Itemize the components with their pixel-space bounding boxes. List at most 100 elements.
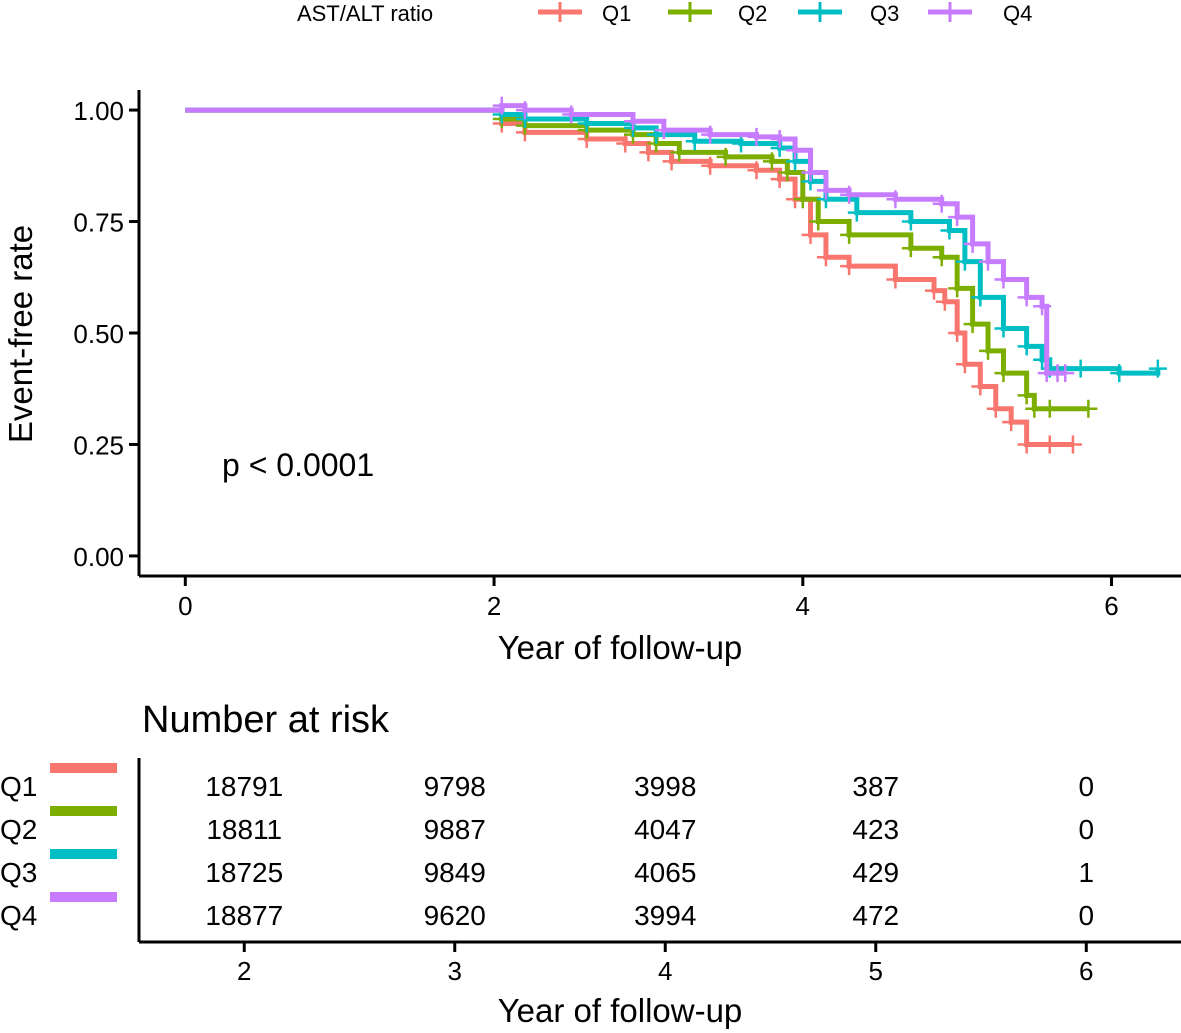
censor-mark	[654, 121, 673, 140]
censor-mark	[816, 181, 835, 200]
risk-row-q2: 18811 9887 4047 423 0	[206, 814, 1094, 845]
survival-curve-q1	[185, 107, 1073, 447]
censor-mark	[940, 221, 959, 240]
censor-mark	[492, 96, 511, 115]
y-tick-label: 0.75	[73, 208, 124, 238]
censor-mark	[639, 143, 658, 162]
censor-marks-q2	[492, 109, 1098, 418]
risk-group-label-q2: Q2	[0, 806, 117, 845]
censor-mark	[747, 161, 766, 180]
censor-mark	[1033, 297, 1052, 316]
censor-mark	[647, 125, 666, 144]
risk-x-tick-label: 4	[658, 956, 672, 986]
censor-mark	[562, 105, 581, 124]
censor-mark	[670, 143, 689, 162]
censor-mark	[901, 212, 920, 231]
censor-mark	[994, 270, 1013, 289]
risk-x-tick-label: 2	[237, 956, 251, 986]
survival-plot: 0.00 0.25 0.50 0.75 1.00 0 2 4 6 Event-free rat…	[2, 90, 1181, 666]
risk-table-x-ticks: 2 3 4 5 6	[237, 942, 1094, 986]
censor-mark	[809, 212, 828, 231]
risk-cell: 0	[1078, 771, 1094, 802]
censor-mark	[801, 225, 820, 244]
risk-cell: 1	[1078, 857, 1094, 888]
censor-mark	[986, 399, 1005, 418]
risk-cell: 387	[852, 771, 899, 802]
censor-mark	[948, 279, 967, 298]
risk-x-tick-label: 6	[1079, 956, 1093, 986]
censor-mark	[955, 252, 974, 271]
censor-mark	[770, 130, 789, 149]
x-tick-label: 2	[487, 591, 501, 621]
x-axis-ticks: 0 2 4 6	[178, 576, 1119, 621]
censor-mark	[747, 127, 766, 146]
risk-cell: 18811	[206, 814, 282, 845]
censor-mark	[662, 152, 681, 171]
y-axis-ticks: 0.00 0.25 0.50 0.75 1.00	[73, 96, 139, 572]
legend-item-q1: Q1	[538, 1, 631, 26]
y-axis-title: Event-free rate	[2, 225, 39, 443]
risk-cell: 3998	[634, 771, 696, 802]
risk-group-label-q4: Q4	[0, 892, 117, 931]
censor-mark	[971, 288, 990, 307]
y-tick-label: 0.25	[73, 430, 124, 460]
censor-mark	[963, 315, 982, 334]
censor-mark	[1110, 364, 1129, 383]
censor-mark	[577, 114, 596, 133]
risk-cell: 429	[852, 857, 899, 888]
censor-mark	[979, 252, 998, 271]
censor-mark	[925, 281, 944, 300]
series-q2	[185, 107, 1098, 418]
censor-mark	[1002, 413, 1021, 432]
risk-cell: 9620	[424, 900, 486, 931]
y-tick-label: 0.50	[73, 319, 124, 349]
risk-cell: 18725	[205, 857, 283, 888]
censor-mark	[1063, 435, 1082, 454]
risk-cell: 0	[1078, 814, 1094, 845]
risk-row-q3: 18725 9849 4065 429 1	[205, 857, 1094, 888]
censor-mark	[1017, 288, 1036, 307]
legend-item-q3: Q3	[798, 1, 899, 26]
risk-group-name: Q4	[0, 900, 37, 931]
censor-mark	[963, 234, 982, 253]
risk-cell: 472	[852, 900, 899, 931]
risk-cell: 9887	[424, 814, 486, 845]
legend-label-q3: Q3	[870, 1, 899, 26]
legend-title: AST/ALT ratio	[297, 1, 433, 26]
risk-table-title: Number at risk	[142, 699, 390, 741]
risk-cell: 423	[852, 814, 899, 845]
censor-mark	[935, 292, 954, 311]
risk-cell: 4065	[634, 857, 696, 888]
risk-row-q1: 18791 9798 3998 387 0	[205, 771, 1094, 802]
censor-marks-q3	[492, 105, 1167, 383]
survival-curves	[185, 96, 1167, 454]
risk-group-name: Q1	[0, 771, 37, 802]
censor-mark	[1079, 399, 1098, 418]
censor-mark	[1148, 359, 1167, 378]
risk-table-cells: 18791 9798 3998 387 0 18811 9887 4047 423 0 18725 9…	[205, 771, 1094, 931]
y-tick-label: 0.00	[73, 542, 124, 572]
censor-mark	[979, 341, 998, 360]
censor-mark	[716, 147, 735, 166]
risk-x-tick-label: 3	[448, 956, 462, 986]
censor-mark	[840, 225, 859, 244]
censor-mark	[1025, 399, 1044, 418]
risk-cell: 3994	[634, 900, 696, 931]
censor-mark	[1017, 337, 1036, 356]
censor-mark	[816, 248, 835, 267]
censor-mark	[762, 152, 781, 171]
censor-marks-q4	[492, 96, 1075, 383]
censor-mark	[701, 156, 720, 175]
legend-label-q1: Q1	[602, 1, 631, 26]
risk-table-x-axis-title: Year of follow-up	[498, 992, 743, 1029]
censor-mark	[886, 190, 905, 209]
legend-label-q2: Q2	[738, 1, 767, 26]
risk-group-name: Q3	[0, 857, 37, 888]
censor-mark	[623, 112, 642, 131]
censor-mark	[932, 194, 951, 213]
censor-mark	[1071, 359, 1090, 378]
risk-cell: 9798	[424, 771, 486, 802]
x-tick-label: 0	[178, 591, 192, 621]
y-tick-label: 1.00	[73, 96, 124, 126]
